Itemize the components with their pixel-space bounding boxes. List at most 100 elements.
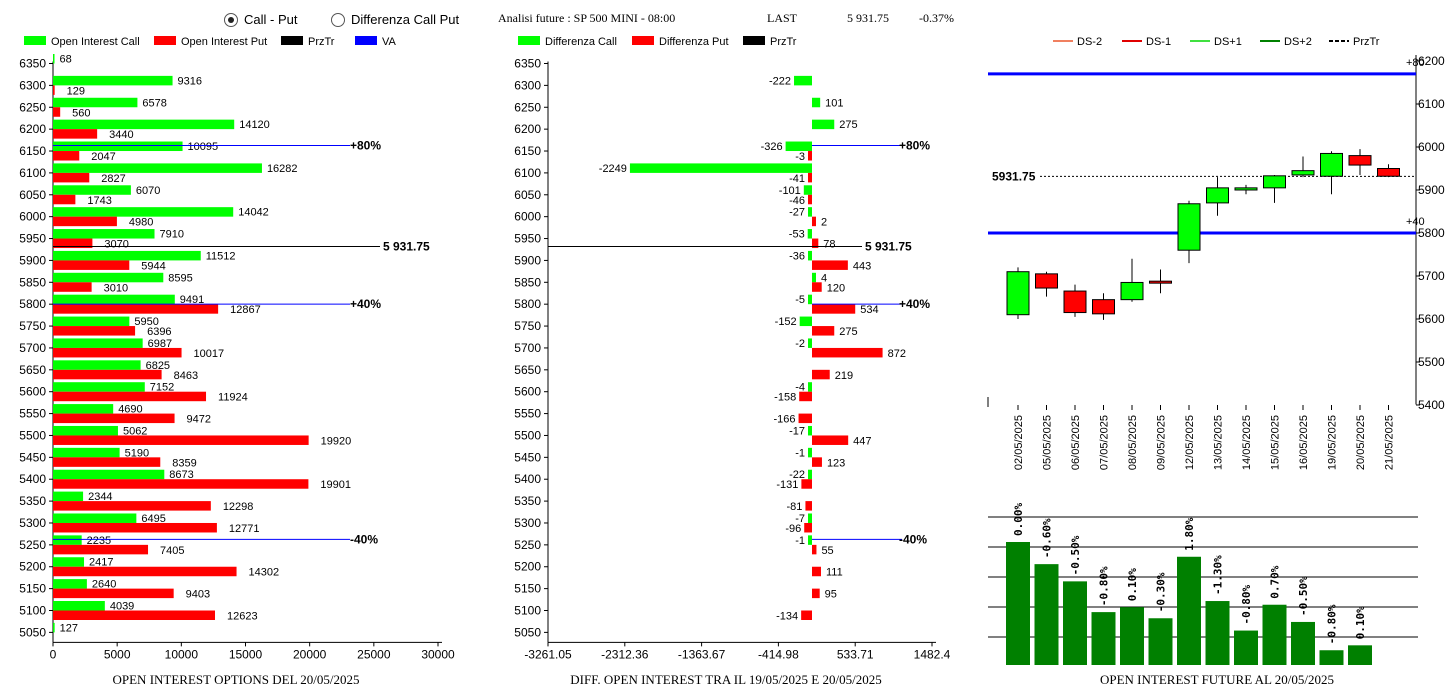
header-bar: Call - Put Differenza Call Put Analisi f… [0, 0, 1452, 32]
chart1-y-tick-label: 5050 [19, 625, 46, 639]
chart2-put-value: -41 [789, 173, 805, 185]
chart1-call-bar [53, 250, 201, 261]
chart1-put-bar [53, 85, 55, 95]
chart1-put-value: 560 [72, 107, 90, 119]
chart2-y-tick-label: 5700 [514, 341, 541, 355]
chart2-x-tick-label: -414.98 [758, 647, 799, 661]
chart1-call-bar [53, 360, 141, 370]
chart1-put-value: 2047 [91, 151, 115, 163]
chart2-call-bar [785, 141, 812, 152]
chart3-mid-label: +40 [1406, 216, 1425, 228]
chart3-candle [1120, 281, 1144, 301]
chart2-call-value: -152 [775, 316, 797, 328]
chart1-call-value: 6578 [142, 97, 166, 109]
chart1-call-value: 2640 [92, 579, 116, 591]
chart1-x-tick-label: 5000 [104, 647, 131, 661]
chart1-put-bar [53, 479, 309, 489]
chart1-y-tick-label: 6050 [19, 188, 46, 202]
chart1-put-value: 12298 [223, 501, 254, 513]
chart1-call-bar [53, 622, 55, 633]
chart2-call-bar [807, 338, 812, 348]
chart1-put-value: 5944 [141, 260, 165, 272]
chart1-call-value: 6495 [141, 513, 165, 525]
chart2-put-bar [801, 479, 812, 489]
chart1-call-value: 5062 [123, 425, 147, 437]
chart1-put-value: 2827 [101, 173, 125, 185]
chart2-put-value: 872 [888, 348, 906, 360]
chart2-call-value: -7 [795, 513, 805, 525]
chart1-legend-2-label: PrzTr [308, 36, 335, 48]
chart1-put-value: 14302 [249, 567, 280, 579]
chart2-put-bar [807, 172, 812, 183]
chart2-x-tick-label: -2312.36 [601, 647, 649, 661]
radio-selected-icon[interactable] [224, 12, 238, 27]
chart2-y-tick-label: 6000 [514, 210, 541, 224]
chart2-y-tick-label: 5600 [514, 385, 541, 399]
chart1-y-tick-label: 5300 [19, 516, 46, 530]
chart1-y-tick-label: 6000 [19, 210, 46, 224]
chart2-y-tick-label: 5250 [514, 538, 541, 552]
chart2-level-label: +80% [899, 139, 930, 153]
radio-call-put[interactable]: Call - Put [224, 12, 297, 27]
chart2-put-bar [811, 260, 848, 270]
chart1-put-bar [53, 501, 211, 511]
chart1-put-value: 10017 [194, 348, 225, 360]
chart4-bar [1205, 601, 1230, 665]
chart2-x-tick-label: 533.71 [837, 647, 874, 661]
chart1-put-bar [53, 413, 175, 424]
chart1-put-value: 12771 [229, 523, 260, 535]
chart4-bar [1177, 556, 1201, 665]
chart2-y-tick-label: 5900 [514, 253, 541, 267]
chart2-call-bar [807, 535, 812, 545]
chart4-bar-label: -0.50% [1069, 535, 1082, 575]
chart3-x-tick-label: 20/05/2025 [1355, 415, 1367, 470]
chart1-put-value: 12623 [227, 611, 258, 623]
chart3-candle [1092, 299, 1115, 315]
chart1-call-bar [53, 469, 165, 480]
chart1-put-bar [53, 391, 207, 402]
chart1-call-value: 4690 [118, 404, 142, 416]
chart3-x-tick-label: 16/05/2025 [1298, 415, 1310, 470]
chart1-call-value: 127 [60, 622, 78, 634]
chart3-x-tick-label: 02/05/2025 [1013, 415, 1025, 470]
radio-differenza[interactable]: Differenza Call Put [331, 12, 459, 27]
chart2-y-tick-label: 6300 [514, 78, 541, 92]
chart2-y-tick-label: 5150 [514, 582, 541, 596]
chart1-call-bar [53, 579, 87, 589]
chart3-y-tick-label: 5500 [1418, 355, 1445, 369]
chart2-level-label: 5 931.75 [865, 240, 912, 254]
chart2-put-value: 534 [860, 304, 878, 316]
radio-unselected-icon[interactable] [331, 12, 345, 27]
chart1-put-value: 19901 [320, 479, 351, 491]
chart2-call-value: -2249 [599, 163, 627, 175]
chart4-bar [1006, 542, 1030, 665]
chart2-put-value: -46 [789, 195, 805, 207]
chart2-level-label: -40% [899, 532, 927, 546]
chart2-put-value: 78 [823, 239, 835, 251]
chart2-y-tick-label: 6050 [514, 188, 541, 202]
chart3-top-label: +80 [1406, 57, 1425, 69]
chart3-y-tick-label: 6100 [1418, 97, 1445, 111]
chart1-call-bar [53, 316, 130, 327]
chart1-put-value: 3070 [104, 239, 128, 251]
chart2-put-bar [807, 151, 812, 161]
chart2-put-value: -81 [787, 501, 803, 513]
chart2-call-value: -53 [789, 229, 805, 241]
chart2-y-tick-label: 6350 [514, 57, 541, 71]
last-value: 5 931.75 [847, 11, 889, 25]
chart1-call-value: 14042 [238, 207, 269, 219]
chart1-call-bar [53, 272, 164, 283]
chart3-x-tick-label: 21/05/2025 [1384, 415, 1396, 470]
chart3-legend-1-label: DS-1 [1146, 36, 1171, 48]
chart1-legend-0-swatch [24, 36, 46, 45]
chart1-y-tick-label: 5650 [19, 363, 46, 377]
chart2-y-tick-label: 5850 [514, 275, 541, 289]
chart1-call-bar [53, 97, 138, 108]
chart2-put-value: 2 [821, 217, 827, 229]
chart1-y-tick-label: 5250 [19, 538, 46, 552]
chart1-put-bar [53, 194, 76, 205]
chart2-call-bar [811, 119, 835, 130]
chart1-put-bar [53, 129, 98, 139]
chart2-put-bar [811, 238, 819, 249]
